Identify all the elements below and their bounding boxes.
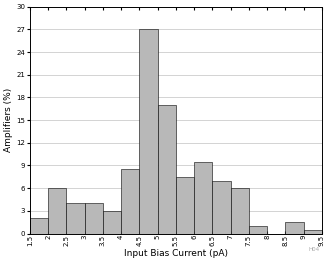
Bar <box>194 162 212 233</box>
Bar <box>249 226 267 233</box>
Bar <box>66 203 85 233</box>
Bar <box>103 211 121 233</box>
Bar <box>158 105 176 233</box>
Bar <box>30 219 48 233</box>
Bar <box>231 188 249 233</box>
Bar <box>176 177 194 233</box>
Bar <box>212 181 231 233</box>
Bar <box>121 169 139 233</box>
Bar <box>304 230 322 233</box>
X-axis label: Input Bias Current (pA): Input Bias Current (pA) <box>124 249 228 258</box>
Bar <box>48 188 66 233</box>
Bar <box>322 226 329 233</box>
Y-axis label: Amplifiers (%): Amplifiers (%) <box>4 88 13 152</box>
Bar <box>285 222 304 233</box>
Bar <box>139 29 158 233</box>
Text: H04: H04 <box>308 247 319 252</box>
Bar <box>85 203 103 233</box>
